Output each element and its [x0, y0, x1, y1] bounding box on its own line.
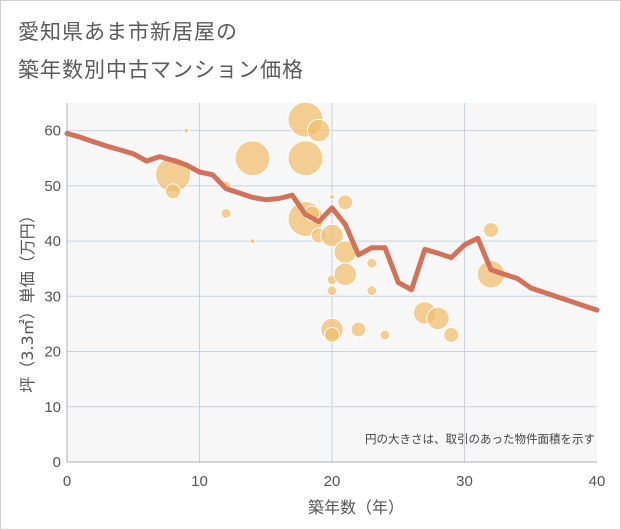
data-bubble [249, 238, 256, 245]
x-tick-label: 40 [589, 473, 606, 490]
data-bubble [165, 183, 181, 200]
chart-title-line-2: 築年数別中古マンション価格 [18, 58, 304, 82]
data-bubble [326, 285, 338, 297]
data-bubble [320, 223, 344, 248]
data-bubble [350, 321, 367, 338]
data-bubble [426, 306, 450, 331]
x-tick-label: 30 [456, 473, 473, 490]
x-tick-label: 10 [191, 473, 208, 490]
data-bubble [183, 127, 190, 134]
y-tick-label: 60 [44, 123, 61, 140]
data-bubble [366, 257, 378, 269]
x-tick-label: 0 [63, 473, 71, 490]
trend [64, 130, 600, 313]
data-bubble [287, 140, 324, 177]
ticks: 0 10 20 30 40 0 10 20 30 40 50 60 [44, 123, 605, 490]
x-tick-label: 20 [324, 473, 341, 490]
bubble-size-note: 円の大きさは、取引のあった物件面積を示す [365, 432, 595, 446]
data-bubble [337, 194, 354, 211]
y-tick-label: 40 [44, 233, 61, 250]
y-axis-title: 坪（3.3㎡）単価（万円） [18, 207, 37, 392]
chart-title-line-1: 愛知県あま市新居屋の [18, 20, 238, 44]
trend-line [64, 130, 600, 313]
y-tick-label: 30 [44, 288, 61, 305]
data-bubble [333, 262, 357, 286]
data-bubble [483, 222, 499, 239]
data-bubble [379, 329, 391, 341]
data-bubble [220, 207, 232, 219]
data-bubble [366, 285, 378, 297]
x-axis-title: 築年数（年） [308, 498, 404, 517]
data-bubble [329, 193, 335, 200]
y-tick-label: 0 [53, 454, 61, 471]
y-tick-label: 50 [44, 178, 61, 195]
data-bubble [443, 326, 460, 343]
grid [66, 103, 597, 463]
bubbles [155, 101, 506, 343]
y-tick-label: 10 [44, 399, 61, 416]
data-bubble [324, 326, 340, 343]
y-tick-label: 20 [44, 344, 61, 361]
data-bubble [307, 118, 331, 143]
data-bubble [234, 140, 271, 177]
